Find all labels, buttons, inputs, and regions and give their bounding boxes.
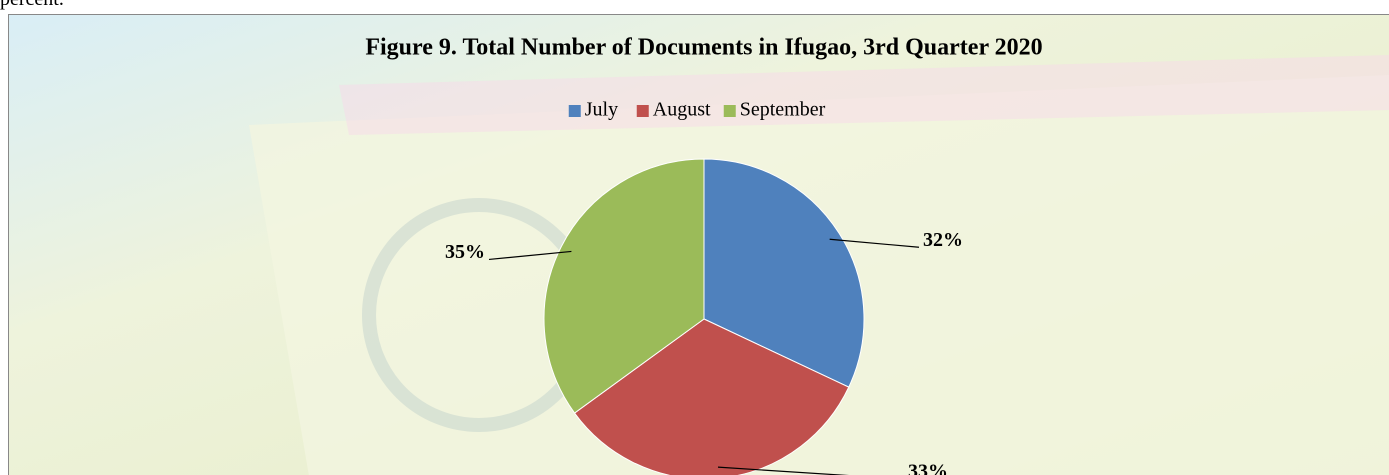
chart-frame: Figure 9. Total Number of Documents in I…: [8, 14, 1389, 475]
chart-title: Figure 9. Total Number of Documents in I…: [365, 35, 1042, 61]
paper-decor: [339, 55, 1389, 135]
pie-slice: [703, 158, 865, 388]
pie-slice: [573, 318, 850, 475]
legend-swatch: [636, 105, 649, 117]
data-label: 35%: [445, 241, 485, 263]
leader-line: [488, 250, 572, 261]
leader-line: [717, 466, 850, 475]
data-label: 32%: [923, 229, 963, 251]
leader-line: [829, 238, 920, 248]
chart: Figure 9. Total Number of Documents in I…: [9, 15, 1389, 475]
leading-text: percent.: [0, 0, 64, 11]
legend-label: September: [740, 99, 826, 121]
legend-swatch: [723, 105, 736, 117]
legend-label: August: [653, 99, 711, 121]
data-label: 33%: [908, 461, 948, 475]
legend-label: July: [585, 99, 618, 121]
pie-slice: [543, 158, 705, 414]
legend-swatch: [568, 105, 581, 117]
